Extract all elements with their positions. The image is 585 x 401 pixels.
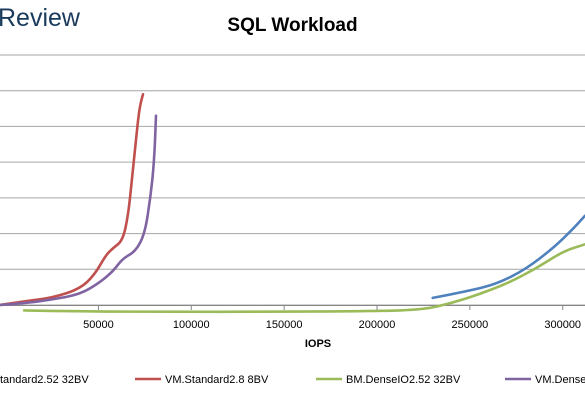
x-axis-label: IOPS xyxy=(305,338,331,350)
legend-label-4: VM.Dense xyxy=(535,374,585,386)
x-tick-label: 300000 xyxy=(544,319,581,331)
x-tick-labels: 50000 100000 150000 200000 250000 300000 xyxy=(83,305,581,331)
series-line-1 xyxy=(431,214,585,300)
legend-label-3: BM.DenseIO2.52 32BV xyxy=(346,374,461,386)
series-line-3 xyxy=(22,243,585,314)
x-tick-label: 250000 xyxy=(451,319,488,331)
legend: tandard2.52 32BV VM.Standard2.8 8BV BM.Den… xyxy=(0,374,585,386)
series-lines xyxy=(0,93,585,314)
gridlines xyxy=(0,54,585,306)
series-line-2 xyxy=(0,93,145,307)
legend-label-1: tandard2.52 32BV xyxy=(0,374,89,386)
chart-title: SQL Workload xyxy=(227,15,358,36)
x-tick-label: 100000 xyxy=(173,319,210,331)
series-line-4 xyxy=(0,114,158,307)
x-tick-label: 150000 xyxy=(266,319,303,331)
legend-label-2: VM.Standard2.8 8BV xyxy=(165,374,269,386)
x-tick-label: 200000 xyxy=(359,319,396,331)
brand-logo-text: Review xyxy=(0,4,80,32)
x-tick-label: 50000 xyxy=(83,319,114,331)
